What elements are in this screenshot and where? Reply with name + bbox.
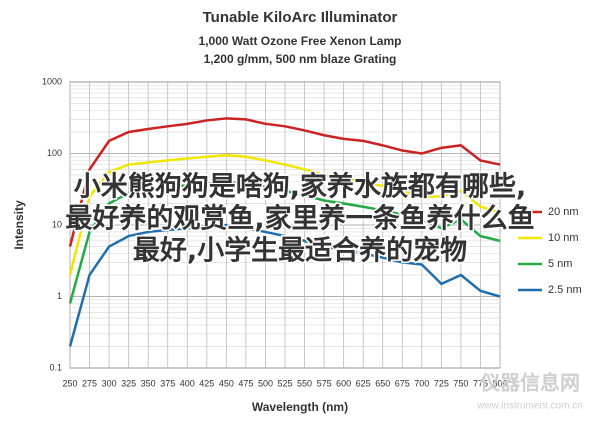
y-axis-label: Intensity [12,200,26,250]
y-tick-label: 100 [47,148,62,158]
overlay-text: 最好养的观赏鱼,家里养一条鱼养什么鱼 [65,203,534,235]
x-tick-label: 425 [199,378,214,388]
series-line [68,117,501,247]
y-tick-label: 1000 [42,76,62,86]
x-tick-label: 675 [395,378,410,388]
chart-subtitle: 1,000 Watt Ozone Free Xenon Lamp [199,34,402,48]
y-tick-label: 10 [52,219,62,229]
x-tick-label: 775 [473,378,488,388]
watermark: 仪器信息网 [479,370,580,394]
x-tick-label: 475 [238,378,253,388]
series-line [68,180,501,304]
x-tick-label: 525 [277,378,292,388]
x-tick-label: 250 [62,378,77,388]
x-tick-label: 550 [297,378,312,388]
x-tick-label: 275 [82,378,97,388]
x-tick-label: 575 [317,378,332,388]
x-tick-label: 600 [336,378,351,388]
x-tick-label: 350 [141,378,156,388]
series-line [68,223,501,347]
x-tick-label: 625 [356,378,371,388]
chart-subtitle: 1,200 g/mm, 500 nm blaze Grating [204,52,397,66]
x-tick-label: 700 [414,378,429,388]
x-axis-label: Wavelength (nm) [252,400,348,414]
legend-label: 20 nm [548,206,579,218]
legend-label: 5 nm [548,258,572,270]
y-tick-label: 1 [57,291,62,301]
watermark: www.instrument.com.cn [476,401,583,412]
y-tick-label: 0.1 [49,362,62,372]
x-tick-label: 375 [160,378,175,388]
x-tick-label: 325 [121,378,136,388]
x-tick-label: 800 [492,378,507,388]
series-line [68,153,501,276]
x-tick-label: 450 [219,378,234,388]
x-tick-label: 650 [375,378,390,388]
legend-label: 10 nm [548,232,579,244]
x-tick-label: 725 [434,378,449,388]
x-tick-label: 750 [453,378,468,388]
x-tick-label: 400 [180,378,195,388]
overlay-text: 最好,小学生最适合养的宠物 [133,235,467,267]
overlay-text: 小米熊狗狗是啥狗,家养水族都有哪些, [74,171,527,203]
x-tick-label: 500 [258,378,273,388]
chart-title: Tunable KiloArc Illuminator [203,9,398,26]
legend-label: 2.5 nm [548,284,582,296]
x-tick-label: 300 [102,378,117,388]
